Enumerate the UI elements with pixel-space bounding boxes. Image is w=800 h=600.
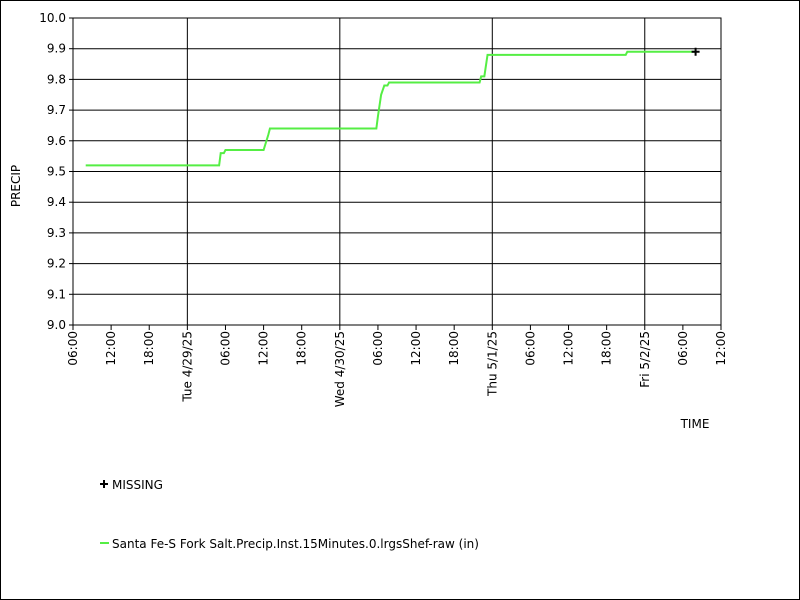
y-tick-label: 9.5 (47, 165, 66, 179)
x-tick-label: 06:00 (371, 331, 385, 366)
y-tick-label: 10.0 (39, 11, 66, 25)
x-tick-label: 12:00 (257, 331, 271, 366)
x-tick-label: 18:00 (600, 331, 614, 366)
x-tick-label: Thu 5/1/25 (485, 331, 499, 397)
y-tick-label: 9.6 (47, 134, 66, 148)
y-tick-label: 9.3 (47, 226, 66, 240)
y-tick-label: 9.8 (47, 72, 66, 86)
missing-marker (691, 47, 700, 56)
x-tick-label: 06:00 (66, 331, 80, 366)
x-axis-label: TIME (680, 417, 710, 431)
y-tick-label: 9.0 (47, 318, 66, 332)
y-tick-label: 9.9 (47, 42, 66, 56)
series-line (85, 50, 696, 167)
x-tick-label: 06:00 (523, 331, 537, 366)
x-tick-label: 12:00 (562, 331, 576, 366)
y-tick-label: 9.2 (47, 257, 66, 271)
x-tick-label: 18:00 (142, 331, 156, 366)
x-tick-label: 06:00 (676, 331, 690, 366)
legend-label: MISSING (112, 478, 163, 492)
x-tick-label: 18:00 (295, 331, 309, 366)
legend-label: Santa Fe-S Fork Salt.Precip.Inst.15Minut… (112, 537, 479, 551)
x-tick-label: 06:00 (218, 331, 232, 366)
y-axis-label: PRECIP (9, 165, 23, 207)
x-tick-label: Fri 5/2/25 (638, 331, 652, 388)
y-tick-label: 9.1 (47, 287, 66, 301)
x-tick-label: Tue 4/29/25 (180, 331, 194, 403)
x-tick-label: 18:00 (447, 331, 461, 366)
plot-border (72, 17, 722, 326)
x-tick-label: 12:00 (714, 331, 728, 366)
x-tick-label: 12:00 (104, 331, 118, 366)
x-tick-label: 12:00 (409, 331, 423, 366)
x-tick-label: Wed 4/30/25 (333, 331, 347, 407)
y-tick-label: 9.7 (47, 103, 66, 117)
y-tick-label: 9.4 (47, 195, 66, 209)
legend-marker (100, 480, 108, 488)
